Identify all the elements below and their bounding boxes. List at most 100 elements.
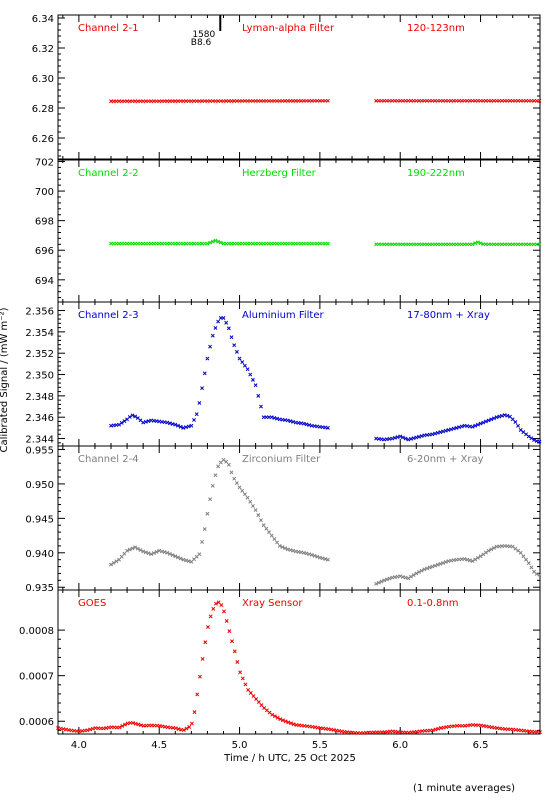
data-point: [109, 562, 113, 567]
data-point: [259, 518, 263, 523]
data-point: [245, 367, 250, 372]
data-point: [288, 419, 293, 424]
y-tick-label: 0.0008: [19, 626, 54, 637]
panel-filter-label: Herzberg Filter: [242, 168, 317, 179]
flare-class-label: B8.6: [191, 38, 212, 48]
data-point: [119, 554, 124, 559]
data-point: [242, 363, 247, 368]
data-point: [419, 434, 424, 438]
data-point: [256, 700, 261, 705]
data-point: [275, 416, 279, 421]
data-point: [170, 553, 175, 558]
data-point: [261, 523, 266, 528]
data-point: [229, 335, 234, 340]
panel-channel-label: GOES: [78, 598, 106, 609]
data-point: [139, 723, 143, 728]
data-point: [213, 238, 218, 243]
series-points: [56, 600, 542, 736]
data-point: [264, 526, 269, 531]
data-point: [206, 625, 210, 630]
data-point: [197, 674, 202, 679]
data-point: [170, 422, 175, 426]
data-point: [197, 401, 202, 405]
panel-frame: [57, 301, 541, 447]
data-point: [250, 503, 255, 508]
data-point: [446, 428, 451, 432]
data-point: [130, 413, 135, 418]
data-point: [529, 565, 534, 570]
data-point: [384, 577, 389, 582]
data-point: [301, 550, 306, 555]
data-point: [143, 550, 148, 555]
data-point: [254, 697, 259, 702]
data-point: [208, 344, 213, 349]
data-point: [508, 414, 512, 419]
data-point: [309, 552, 314, 557]
x-axis-label: Time / h UTC, 25 Oct 2025: [223, 753, 356, 764]
data-point: [325, 98, 330, 103]
data-point: [408, 436, 413, 441]
y-tick-label: 0.0006: [19, 717, 54, 728]
data-point: [149, 552, 154, 557]
data-point: [475, 555, 480, 560]
data-point: [259, 404, 263, 409]
data-point: [237, 485, 242, 490]
data-point: [135, 546, 140, 551]
data-point: [462, 557, 467, 561]
data-point: [435, 430, 440, 435]
data-point: [441, 560, 446, 565]
data-point: [505, 413, 510, 418]
data-point: [178, 556, 183, 561]
data-point: [534, 439, 539, 443]
data-point: [291, 548, 296, 553]
data-point: [181, 425, 186, 430]
data-point: [162, 550, 167, 555]
data-point: [489, 417, 494, 422]
panel-channel-label: Channel 2-1: [78, 23, 139, 34]
data-point: [269, 415, 274, 420]
data-point: [285, 418, 290, 423]
panel-4: 0.935 0.940 0.945 0.950 0.955 Channel 2-4 Zirc…: [25, 445, 542, 594]
panel-channel-label: Channel 2-2: [78, 168, 139, 179]
data-point: [256, 393, 261, 398]
data-point: [240, 676, 245, 681]
data-point: [454, 425, 459, 430]
data-point: [157, 548, 162, 553]
data-point: [173, 554, 178, 559]
data-point: [122, 419, 127, 424]
data-point: [90, 726, 95, 731]
data-point: [187, 725, 192, 729]
y-axis-label: Calibrated Signal / (mW m⁻²): [0, 307, 10, 452]
data-point: [275, 715, 280, 720]
data-point: [467, 558, 472, 563]
data-point: [186, 559, 191, 564]
data-point: [272, 714, 277, 719]
data-point: [227, 629, 232, 634]
x-axis: 4.0 4.5 5.0 5.5 6.0 6.5: [71, 740, 489, 751]
data-point: [88, 727, 93, 732]
data-point: [202, 371, 207, 376]
data-point: [250, 377, 255, 382]
data-point: [414, 435, 419, 440]
data-point: [136, 722, 141, 727]
data-point: [521, 554, 526, 559]
y-tick-label: 0.940: [25, 549, 54, 560]
data-point: [117, 725, 122, 730]
data-point: [486, 548, 491, 553]
data-point: [289, 721, 293, 726]
data-point: [205, 356, 210, 361]
data-point: [159, 549, 164, 554]
panel-filter-label: Xray Sensor: [242, 598, 303, 609]
data-point: [141, 420, 146, 425]
data-point: [226, 462, 231, 467]
data-point: [470, 242, 475, 247]
data-point: [232, 649, 237, 654]
data-point: [222, 609, 226, 614]
data-point: [205, 241, 210, 246]
x-tick-label: 5.5: [312, 740, 328, 751]
data-point: [200, 539, 205, 544]
data-point: [312, 553, 317, 558]
data-point: [403, 436, 408, 441]
data-point: [117, 422, 122, 427]
y-tick-label: 0.935: [25, 583, 54, 594]
